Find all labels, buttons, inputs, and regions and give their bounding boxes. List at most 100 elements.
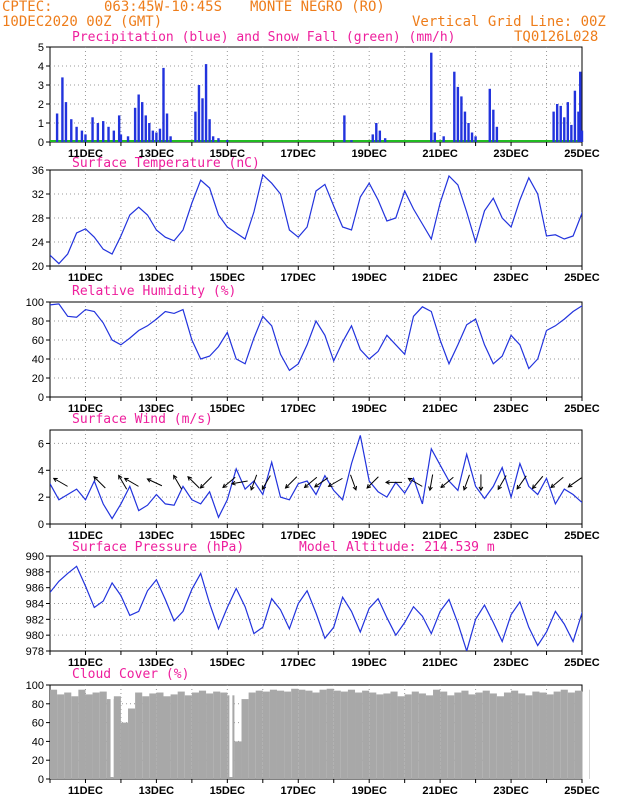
wind-arrow xyxy=(568,477,582,488)
x-tick-label: 25DEC xyxy=(564,403,600,415)
x-tick-label: 25DEC xyxy=(564,148,600,160)
precip-bar xyxy=(70,119,73,142)
temperature-panel-title: Surface Temperature (nC) xyxy=(72,156,260,171)
cloud-bar xyxy=(170,694,178,779)
x-tick-label: 19DEC xyxy=(351,272,387,284)
y-tick-label: 60 xyxy=(32,335,44,347)
cloud-bar xyxy=(333,690,341,779)
cloud-bar xyxy=(276,690,285,779)
cloud-bar xyxy=(355,692,363,779)
cloud-bar xyxy=(177,691,185,779)
x-tick-label: 11DEC xyxy=(68,272,103,284)
wind-arrow xyxy=(532,475,544,489)
x-tick-label: 15DEC xyxy=(210,148,246,160)
x-tick-label: 23DEC xyxy=(493,785,529,797)
x-tick-label: 11DEC xyxy=(68,785,103,797)
wind-arrow-head xyxy=(384,480,390,485)
precip-bar xyxy=(563,117,566,142)
cloud-bar xyxy=(411,691,419,779)
cloud-bar xyxy=(120,722,129,779)
y-tick-label: 20 xyxy=(32,755,44,767)
cloud-gap xyxy=(110,691,114,777)
wind-arrow-head xyxy=(516,484,521,490)
x-tick-label: 19DEC xyxy=(351,785,387,797)
cloud-bar xyxy=(191,692,199,779)
precip-bar xyxy=(375,123,378,142)
cloud-bar xyxy=(71,696,79,779)
cloud-bar xyxy=(206,693,214,779)
y-tick-label: 80 xyxy=(32,316,44,328)
precip-bar xyxy=(169,136,172,142)
wind-arrow xyxy=(350,474,357,491)
wind-arrow xyxy=(463,474,470,491)
x-tick-label: 13DEC xyxy=(139,785,175,797)
cloud-bar xyxy=(234,741,242,779)
wind-arrow-head xyxy=(123,477,129,483)
wind-arrow-head xyxy=(303,483,309,489)
precip-bar xyxy=(64,102,68,142)
cloud-bar xyxy=(291,688,299,779)
cloud-bar xyxy=(390,691,398,779)
cloud-bar xyxy=(184,695,192,779)
precip-bar xyxy=(107,126,110,142)
wind-arrow xyxy=(366,476,379,489)
precip-bar xyxy=(165,113,169,142)
wind-arrow xyxy=(314,477,329,488)
precip-bar xyxy=(442,136,445,142)
y-tick-label: 32 xyxy=(32,189,44,201)
wind-arrow xyxy=(53,477,68,487)
precip-bar xyxy=(144,115,147,142)
wind-arrow-head xyxy=(230,480,236,486)
precip-bar xyxy=(91,117,94,142)
x-tick-label: 13DEC xyxy=(139,148,175,160)
precip-bar xyxy=(96,123,100,142)
cloud-bar xyxy=(567,692,575,779)
precip-bar xyxy=(470,132,474,142)
cloud-bar xyxy=(106,699,114,779)
cloud-bar xyxy=(305,690,313,779)
wind-arrow xyxy=(516,475,527,490)
precip-bar xyxy=(162,67,165,142)
precip-bar xyxy=(141,102,144,142)
cloud-bar xyxy=(298,689,306,779)
wind-arrow-head xyxy=(531,484,537,490)
cloud-bar xyxy=(50,689,58,779)
cloud-gap xyxy=(229,691,233,777)
y-tick-label: 20 xyxy=(32,373,44,385)
x-tick-label: 21DEC xyxy=(422,148,458,160)
y-tick-label: 60 xyxy=(32,718,44,730)
header-code: TQ0126L028 xyxy=(514,29,599,45)
x-tick-label: 13DEC xyxy=(139,530,175,542)
precip-bar xyxy=(137,94,140,142)
cloud-bar xyxy=(99,691,107,779)
wind-arrow-head xyxy=(440,483,446,489)
plot-frame xyxy=(49,46,583,143)
y-tick-label: 986 xyxy=(26,583,44,595)
x-tick-label: 11DEC xyxy=(68,403,103,415)
precip-bar xyxy=(75,126,78,142)
precip-bar xyxy=(378,130,382,142)
y-tick-label: 80 xyxy=(32,699,44,711)
series-line xyxy=(50,173,582,265)
header-grid-note: Vertical Grid Line: 00Z xyxy=(412,14,606,30)
cloud-bar xyxy=(135,692,143,779)
x-tick-label: 19DEC xyxy=(351,657,387,669)
cloud-bar xyxy=(198,690,207,779)
precip-bar xyxy=(580,130,584,142)
y-tick-label: 982 xyxy=(26,614,44,626)
cloud-bar xyxy=(397,696,405,779)
precip-bar xyxy=(55,113,59,142)
cloud-bar xyxy=(539,692,547,779)
header-coords: 063:45W-10:45S xyxy=(104,0,223,15)
wind-arrow xyxy=(118,475,128,490)
cloud-bar xyxy=(284,691,292,779)
y-tick-label: 0 xyxy=(38,137,44,149)
y-tick-label: 36 xyxy=(32,165,44,177)
wind-panel-title: Surface Wind (m/s) xyxy=(72,412,213,427)
cloud-bar xyxy=(454,692,462,779)
wind-arrow xyxy=(285,476,298,489)
x-tick-label: 17DEC xyxy=(281,272,317,284)
cloud-bar xyxy=(440,691,448,779)
precip-bar xyxy=(559,105,562,142)
cloud-bar xyxy=(383,693,391,779)
